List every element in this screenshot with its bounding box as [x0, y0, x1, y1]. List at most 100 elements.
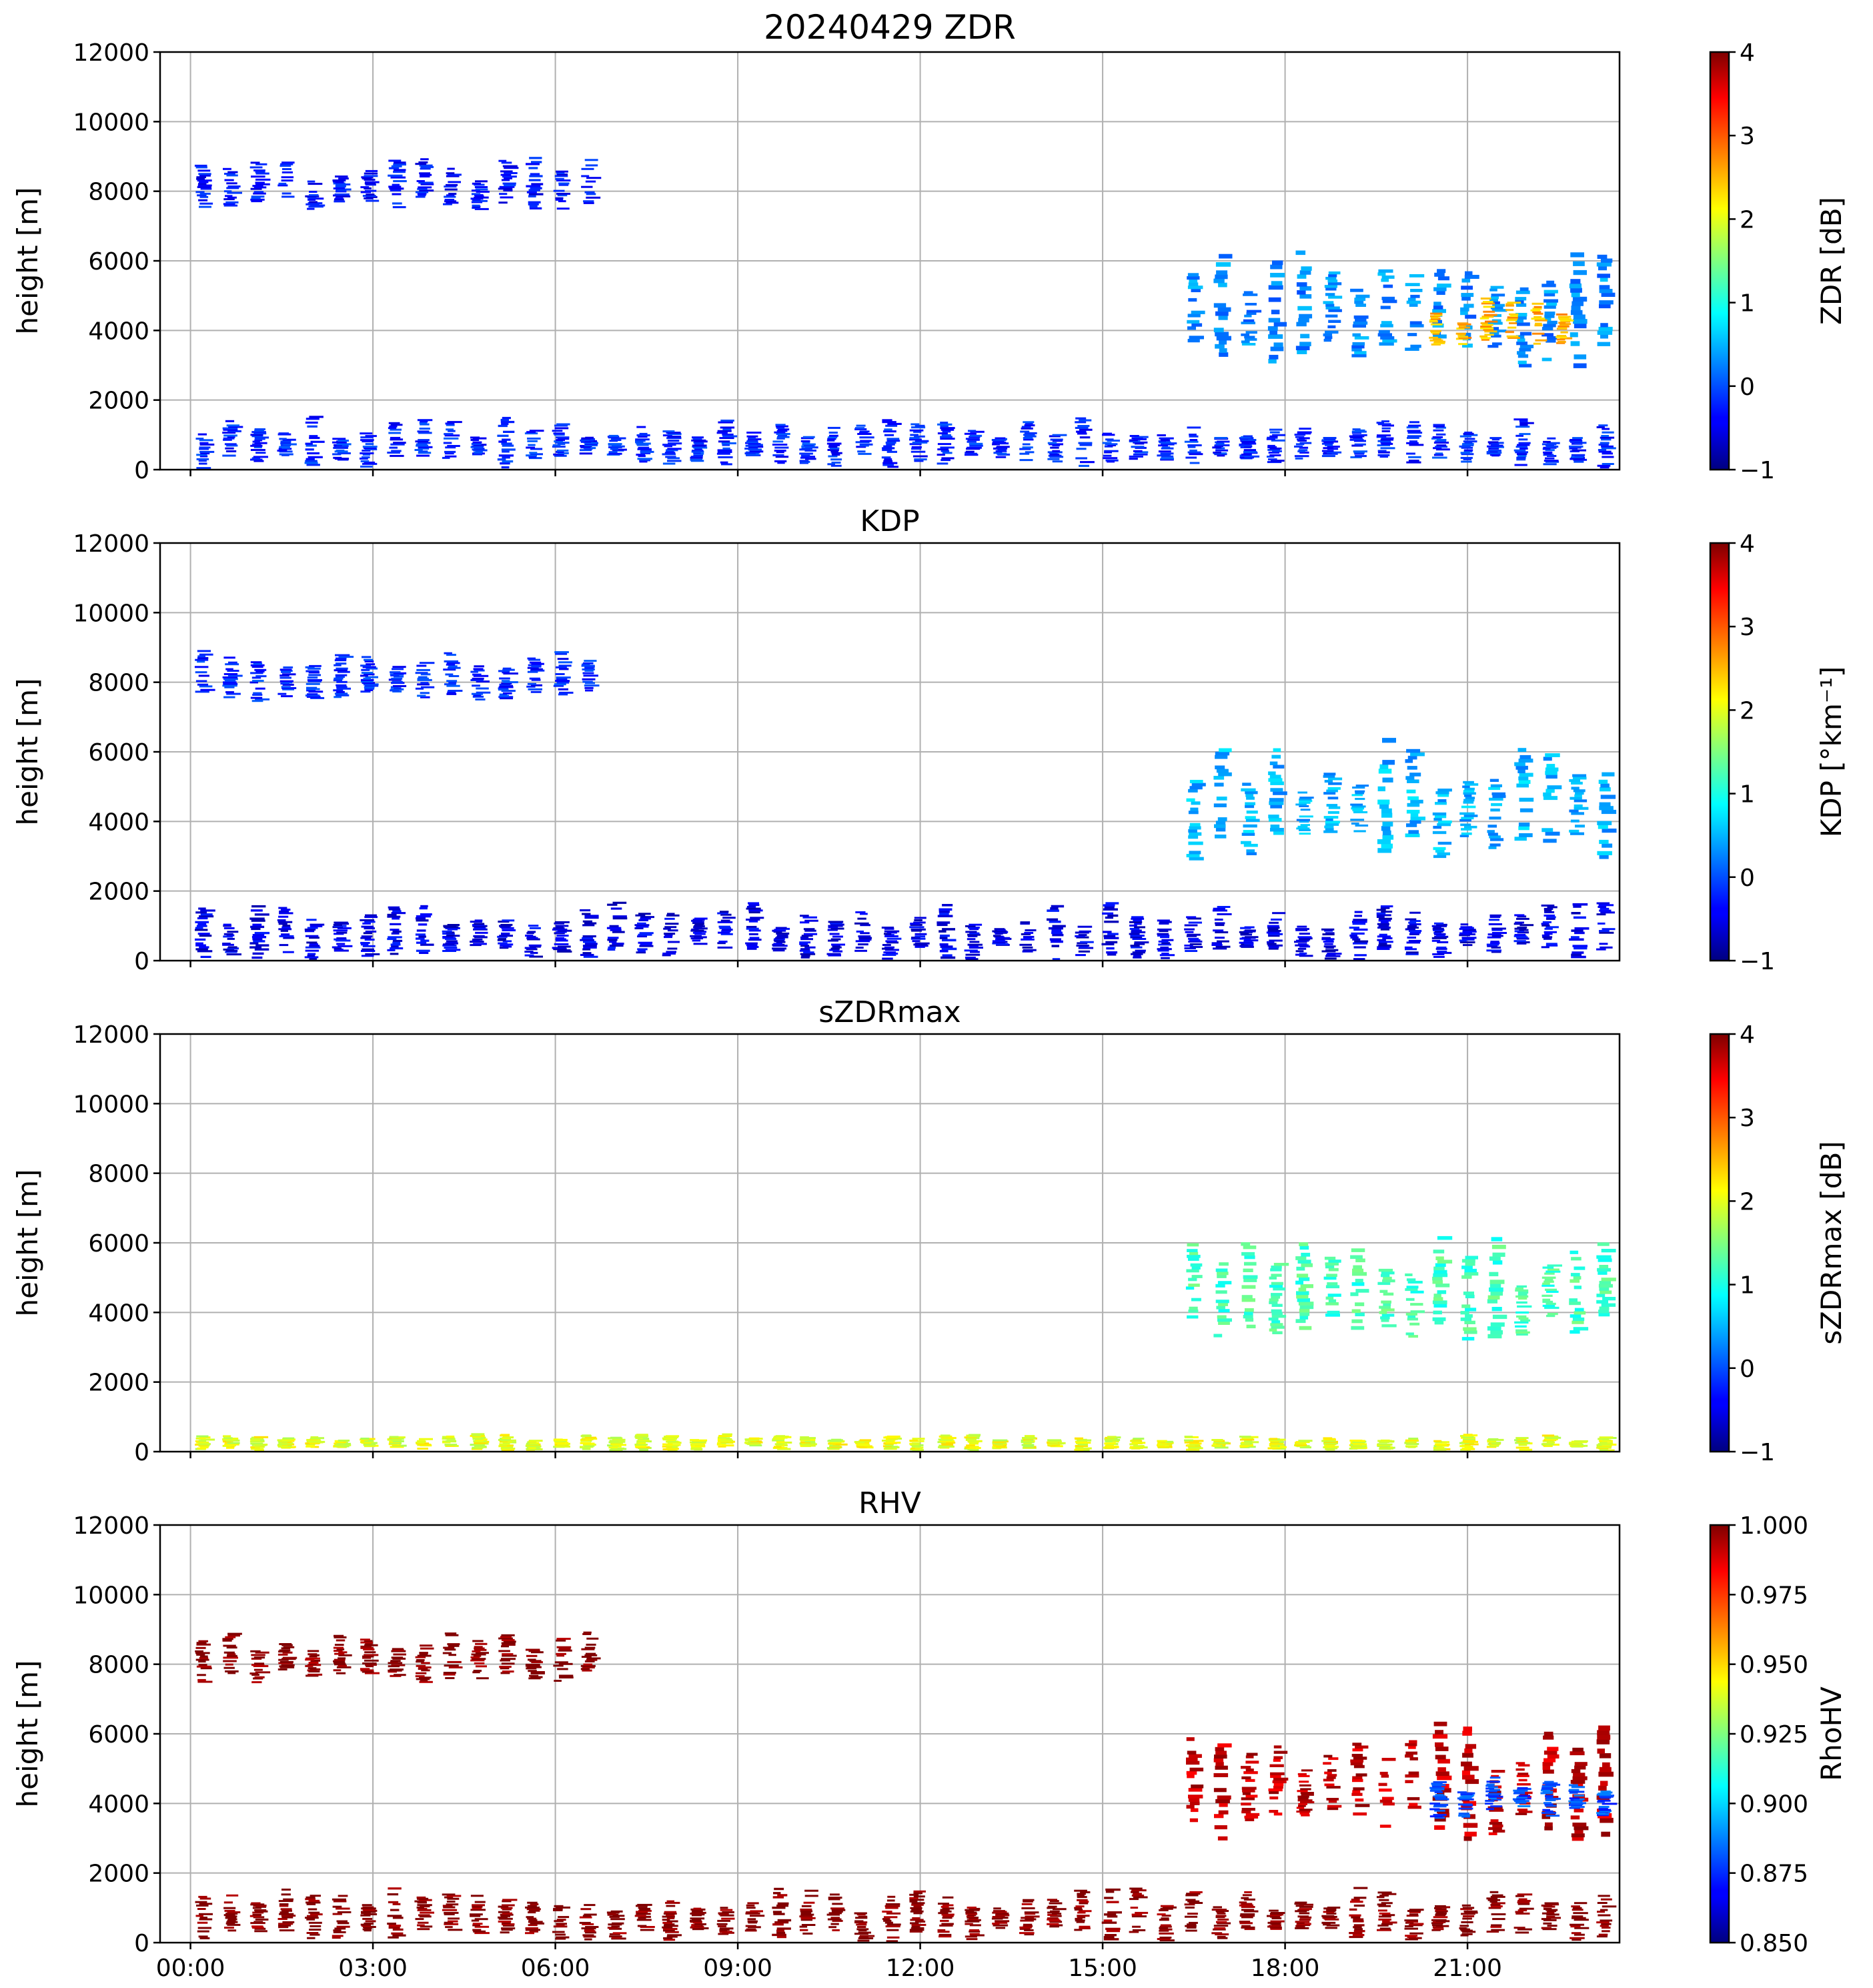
data-cell [1244, 336, 1255, 339]
data-cell [1211, 1439, 1223, 1441]
data-cell [1542, 1266, 1554, 1269]
data-cell [474, 936, 488, 939]
data-cell [309, 435, 318, 438]
data-cell [1571, 454, 1586, 456]
data-cell [392, 685, 407, 687]
data-cell [1299, 801, 1311, 804]
data-cell [251, 1657, 262, 1660]
data-cell [199, 653, 213, 656]
data-cell [1377, 946, 1391, 949]
data-cell [1506, 335, 1519, 338]
data-cell [1296, 282, 1307, 287]
data-cell [1543, 463, 1557, 466]
data-cell [914, 458, 927, 461]
data-cell [1599, 1287, 1610, 1291]
data-cell [392, 1440, 404, 1442]
data-cell [1269, 1276, 1277, 1280]
data-cell [504, 184, 516, 187]
data-cell [197, 1680, 213, 1683]
data-cell [391, 1932, 404, 1935]
data-cell [198, 199, 208, 201]
data-cell [826, 1913, 840, 1916]
data-cell [448, 181, 461, 183]
data-cell [250, 696, 263, 699]
data-cell [1159, 437, 1174, 440]
data-cell [721, 1438, 732, 1440]
data-cell [1572, 296, 1588, 302]
data-cell [1355, 798, 1365, 801]
panel-title: RHV [858, 1486, 921, 1520]
data-cell [1514, 464, 1527, 466]
data-cell [416, 941, 427, 944]
data-cell [1326, 953, 1336, 956]
data-cell [859, 432, 868, 434]
data-cell [911, 929, 922, 932]
data-cell [364, 178, 376, 181]
data-cell [1349, 435, 1365, 438]
data-cell [1518, 1317, 1529, 1320]
data-cell [305, 421, 318, 424]
data-cell [1297, 943, 1307, 945]
data-cell [498, 1916, 508, 1919]
data-cell [1241, 841, 1251, 845]
data-cell [1354, 915, 1362, 917]
data-cell [365, 1920, 376, 1923]
data-cell [1519, 433, 1531, 436]
data-cell [1052, 440, 1063, 442]
data-cell [1219, 748, 1232, 753]
data-cell [309, 957, 318, 960]
data-cell [1600, 258, 1613, 263]
data-cell [556, 1936, 570, 1939]
data-cell [635, 1437, 643, 1440]
data-cell [500, 1667, 510, 1670]
data-cell [692, 444, 707, 447]
data-cell [1380, 336, 1395, 340]
data-cell [1463, 933, 1475, 935]
data-cell [501, 1634, 515, 1636]
data-cell [612, 901, 627, 904]
data-cell [803, 933, 818, 935]
data-cell [611, 1937, 626, 1940]
data-cell [1489, 454, 1501, 456]
data-cell [1133, 438, 1147, 440]
data-cell [695, 1927, 709, 1929]
data-cell [1463, 450, 1473, 453]
data-cell [498, 424, 508, 428]
data-cell [909, 1893, 919, 1896]
data-cell [1559, 337, 1573, 340]
data-cell [832, 454, 840, 456]
data-cell [1432, 812, 1447, 816]
data-cell [581, 167, 594, 170]
data-cell [337, 1911, 352, 1913]
data-cell [475, 931, 488, 934]
data-cell [662, 453, 676, 456]
data-cell [1243, 1268, 1253, 1272]
data-cell [1381, 430, 1390, 432]
data-cell [502, 1670, 514, 1673]
data-cell [1022, 1437, 1036, 1439]
data-cell [526, 937, 538, 939]
data-cell [938, 1912, 949, 1915]
data-cell [420, 173, 432, 176]
data-cell [1352, 809, 1363, 812]
data-cell [968, 927, 980, 929]
data-cell [197, 1678, 206, 1681]
data-cell [995, 1440, 1009, 1443]
data-cell [1325, 293, 1335, 296]
data-cell [444, 1921, 454, 1924]
data-cell [612, 1936, 621, 1939]
data-cell [1378, 330, 1390, 334]
data-cell [249, 942, 259, 945]
data-cell [1435, 802, 1447, 805]
data-cell [830, 922, 842, 925]
data-cell [420, 1911, 434, 1914]
data-cell [1483, 328, 1494, 331]
data-cell [1429, 339, 1443, 342]
data-cell [334, 923, 349, 925]
data-cell [1323, 941, 1334, 943]
data-cell [1269, 1284, 1283, 1288]
data-cell [886, 1912, 901, 1915]
data-cell [1047, 451, 1063, 454]
data-cell [1321, 450, 1334, 452]
data-cell [390, 947, 404, 950]
